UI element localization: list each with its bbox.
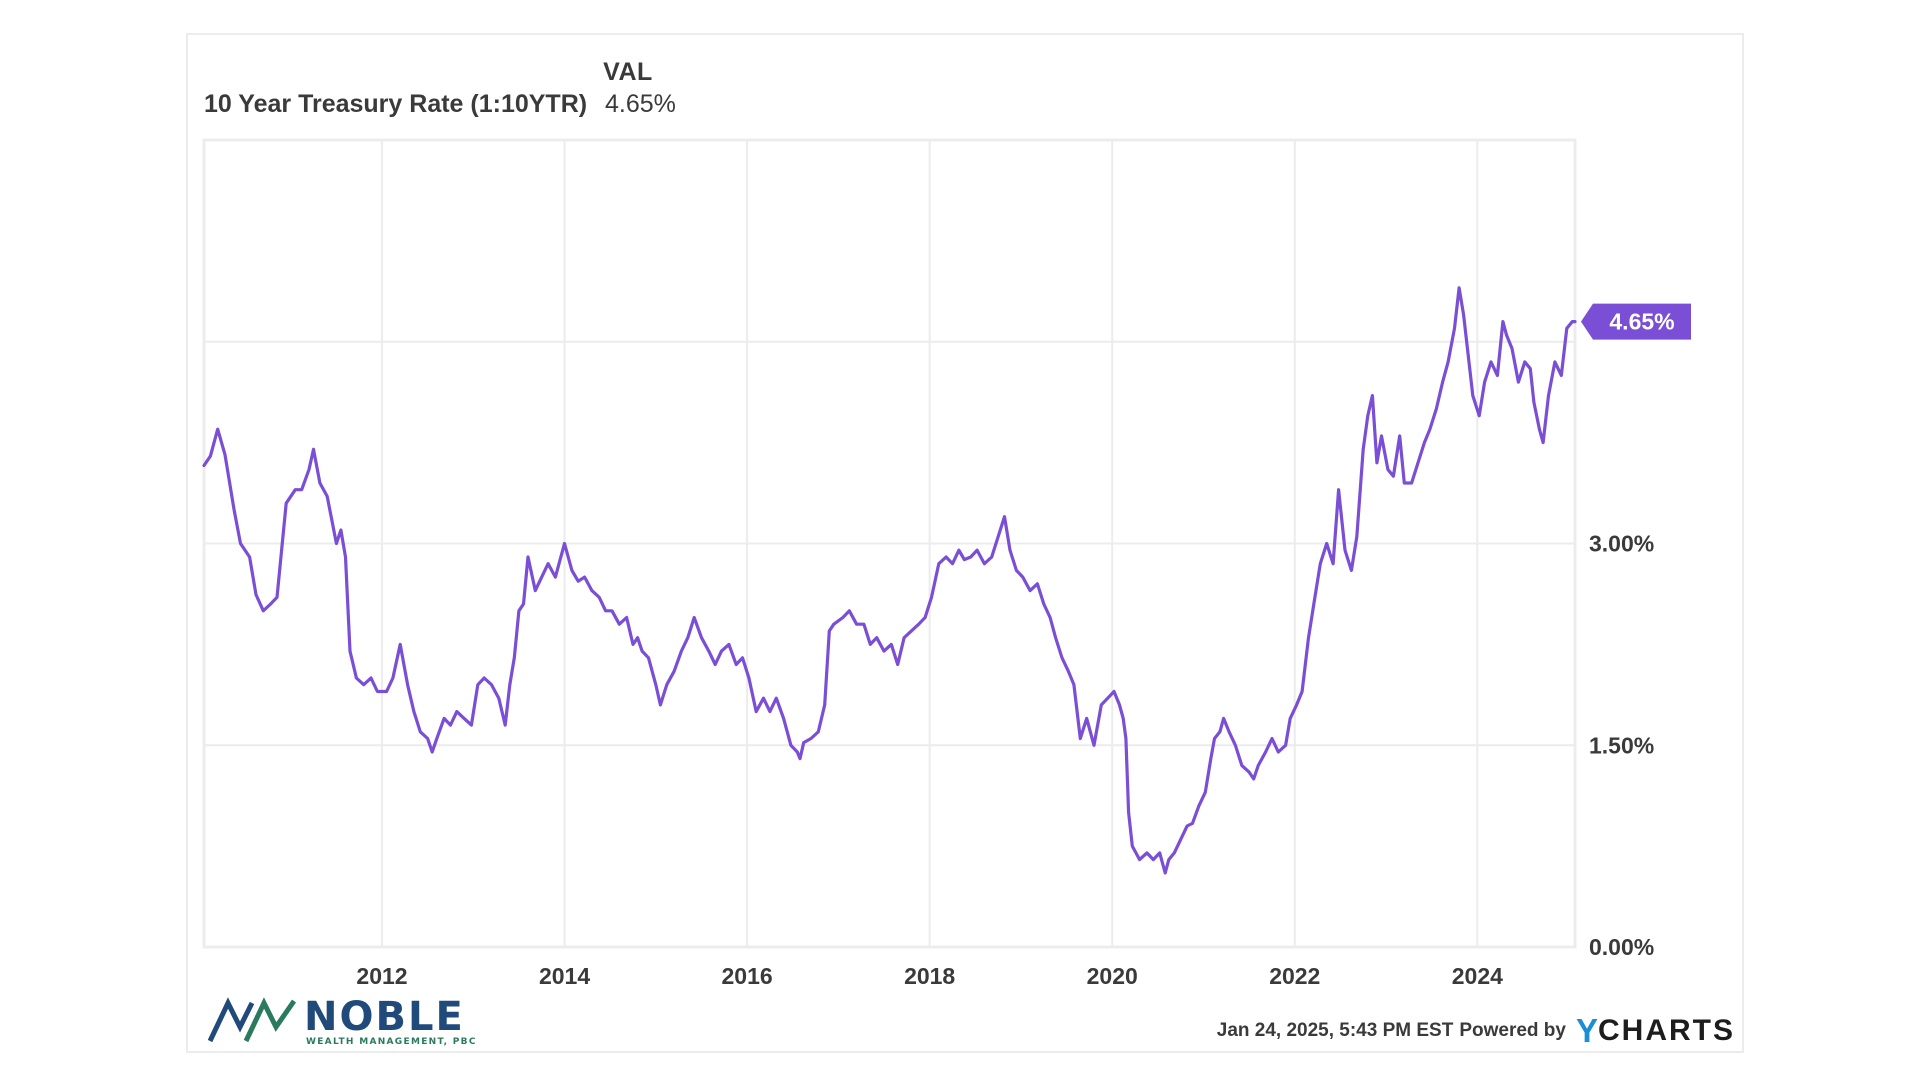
y-tick-label: 1.50%	[1589, 732, 1654, 758]
footer-powered-by: Powered by	[1459, 1020, 1566, 1041]
footer: Jan 24, 2025, 5:43 PM EST Powered by Y C…	[1216, 1012, 1735, 1049]
logo-tagline: WEALTH MANAGEMENT, PBC	[306, 1037, 477, 1047]
ycharts-logo[interactable]: Y CHARTS	[1575, 1012, 1735, 1049]
legend-series-name[interactable]: 10 Year Treasury Rate (1:10YTR)	[204, 90, 588, 118]
y-tick-label: 3.00%	[1589, 531, 1654, 557]
last-value-label: 4.65%	[1609, 309, 1674, 335]
x-tick-label: 2022	[1269, 963, 1320, 989]
noble-logo-mark-icon	[208, 997, 297, 1043]
x-tick-label: 2016	[722, 963, 773, 989]
last-value-tag	[1581, 303, 1691, 340]
noble-logo: NOBLE WEALTH MANAGEMENT, PBC	[208, 995, 498, 1051]
x-tick-label: 2018	[904, 963, 955, 989]
y-tick-label: 0.00%	[1589, 934, 1654, 960]
x-tick-label: 2014	[539, 963, 590, 989]
legend-header: VAL	[603, 58, 653, 86]
x-tick-label: 2024	[1452, 963, 1503, 989]
x-tick-label: 2012	[356, 963, 407, 989]
ycharts-logo-y: Y	[1575, 1012, 1598, 1049]
legend-series-value: 4.65%	[605, 90, 676, 118]
x-tick-label: 2020	[1087, 963, 1138, 989]
ycharts-logo-text: CHARTS	[1598, 1014, 1735, 1047]
footer-timestamp: Jan 24, 2025, 5:43 PM EST	[1216, 1020, 1454, 1041]
series-line[interactable]	[202, 286, 1577, 875]
logo-name: NOBLE	[304, 994, 465, 1040]
